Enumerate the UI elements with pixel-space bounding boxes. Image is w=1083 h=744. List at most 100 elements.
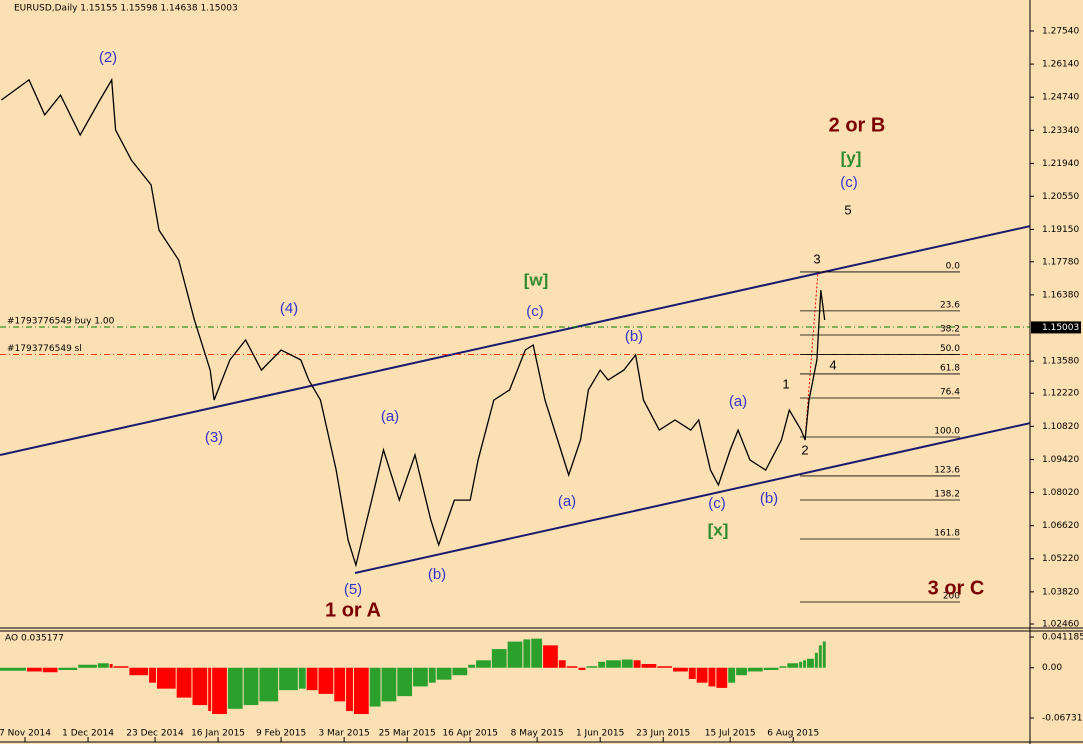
- indicator-tick-label: 0.041185: [1042, 632, 1083, 642]
- wave-label: (c): [840, 174, 858, 191]
- y-tick-label: 1.17780: [1042, 257, 1079, 267]
- wave-label: 1 or A: [325, 599, 381, 621]
- current-price: 1.15003: [1042, 323, 1079, 333]
- ao-bar: [243, 667, 259, 706]
- ao-bar: [621, 659, 633, 668]
- ao-bar: [212, 667, 227, 715]
- ao-bar: [208, 667, 212, 712]
- y-tick-label: 1.19150: [1042, 225, 1079, 235]
- ao-bar: [688, 667, 696, 679]
- y-tick-label: 1.06620: [1042, 521, 1079, 531]
- ao-bar: [657, 666, 673, 668]
- ao-bar: [673, 667, 688, 672]
- y-tick-label: 1.20550: [1042, 192, 1079, 202]
- ao-bar: [129, 667, 149, 676]
- x-tick-label: 8 May 2015: [511, 729, 564, 739]
- ao-bar: [156, 667, 176, 689]
- ao-bar: [306, 667, 318, 691]
- ao-bar: [598, 661, 606, 668]
- ao-bar: [436, 667, 452, 680]
- ao-bar: [586, 666, 598, 668]
- wave-label: [y]: [841, 148, 862, 167]
- y-tick-label: 1.24740: [1042, 93, 1079, 103]
- ao-bar: [807, 658, 814, 668]
- wave-label: (b): [428, 566, 446, 583]
- x-tick-label: 23 Dec 2014: [126, 729, 184, 739]
- ao-bar: [779, 666, 787, 668]
- fib-label: 0.0: [946, 261, 961, 271]
- chart-title: EURUSD,Daily 1.15155 1.15598 1.14638 1.1…: [14, 4, 238, 14]
- ao-bar: [531, 638, 543, 668]
- ao-bar: [97, 663, 109, 668]
- y-tick-label: 1.27540: [1042, 26, 1079, 36]
- ao-bar: [381, 667, 397, 702]
- wave-label: 1: [782, 376, 789, 391]
- wave-label: (a): [381, 408, 399, 425]
- ao-bar: [814, 652, 818, 668]
- ao-bar: [353, 667, 369, 715]
- ao-bar: [696, 667, 708, 683]
- wave-label: (3): [205, 429, 223, 446]
- x-tick-label: 1 Jun 2015: [576, 729, 624, 739]
- x-tick-label: 16 Jan 2015: [191, 729, 245, 739]
- wave-label: [w]: [524, 270, 549, 289]
- ao-bar: [452, 667, 468, 676]
- ao-bar: [109, 664, 113, 668]
- ao-bar: [369, 667, 381, 707]
- indicator-tick-label: 0.00: [1042, 663, 1062, 673]
- fib-label: 100.0: [934, 426, 960, 436]
- wave-label: 5: [844, 202, 851, 217]
- x-tick-label: 25 Mar 2015: [379, 729, 436, 739]
- ao-bar: [42, 667, 58, 673]
- wave-label: (b): [625, 328, 643, 345]
- indicator-tick-label: -0.06731: [1042, 713, 1082, 723]
- fib-base: [804, 271, 819, 441]
- ao-bar: [799, 661, 803, 668]
- x-tick-label: 16 Apr 2015: [442, 729, 498, 739]
- ao-bar: [413, 667, 428, 687]
- ao-bar: [641, 664, 657, 668]
- ao-bar: [279, 667, 298, 691]
- ao-bar: [259, 667, 279, 702]
- y-tick-label: 1.21940: [1042, 159, 1079, 169]
- wave-label: (c): [526, 303, 544, 320]
- y-tick-label: 1.26140: [1042, 60, 1079, 70]
- ao-bar: [763, 667, 779, 670]
- ao-bar: [822, 641, 826, 668]
- y-tick-label: 1.08020: [1042, 488, 1079, 498]
- ao-bar: [227, 667, 243, 709]
- x-tick-label: 7 Nov 2014: [0, 729, 51, 739]
- fib-label: 61.8: [940, 363, 960, 373]
- ao-bar: [58, 667, 78, 670]
- x-tick-label: 3 Mar 2015: [318, 729, 369, 739]
- ao-bar: [523, 639, 531, 668]
- ao-bar: [606, 660, 621, 668]
- wave-label: 3: [813, 251, 820, 266]
- order-label: #1793776549 sl: [7, 344, 82, 354]
- ao-bar: [298, 667, 306, 689]
- wave-label: 2 or B: [829, 114, 886, 136]
- y-tick-label: 1.09420: [1042, 455, 1079, 465]
- y-tick-label: 1.12220: [1042, 389, 1079, 399]
- ao-bar: [334, 667, 346, 702]
- wave-label: 4: [829, 357, 836, 372]
- ao-bar: [0, 667, 26, 671]
- x-tick-label: 23 Jun 2015: [636, 729, 690, 739]
- ao-bar: [468, 664, 476, 668]
- x-tick-label: 1 Dec 2014: [62, 729, 114, 739]
- wave-label: 3 or C: [928, 577, 985, 599]
- ao-bar: [149, 667, 156, 683]
- price-panel: #1793776549 buy 1.00 #1793776549 sl 0.0 23.…: [0, 49, 1030, 621]
- wave-label: (b): [760, 490, 778, 507]
- channel-line: [354, 422, 1030, 574]
- wave-label: (2): [99, 49, 117, 66]
- wave-label: (a): [558, 493, 576, 510]
- ao-bar: [318, 667, 334, 694]
- wave-label: (c): [708, 495, 726, 512]
- wave-label: (5): [344, 581, 362, 598]
- y-tick-label: 1.23340: [1042, 126, 1079, 136]
- ao-bar: [491, 649, 507, 668]
- y-tick-label: 1.02460: [1042, 620, 1079, 630]
- ao-bar: [578, 667, 586, 670]
